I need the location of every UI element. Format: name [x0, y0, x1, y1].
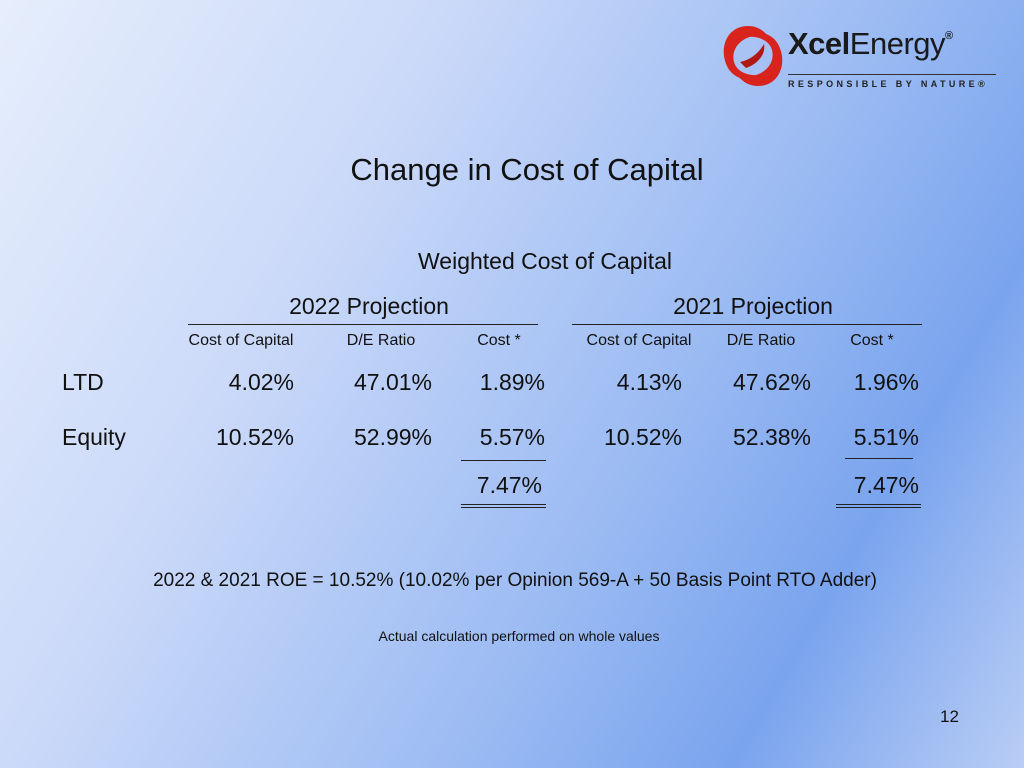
- table-cell: 52.99%: [353, 424, 432, 450]
- total-double-rule: [461, 504, 546, 508]
- table-cell: 4.13%: [616, 369, 682, 395]
- total-2021: 7.47%: [853, 472, 919, 498]
- table-cell: 5.51%: [853, 424, 919, 450]
- sum-rule: [461, 460, 546, 461]
- table-cell: 10.52%: [603, 424, 682, 450]
- row-label-ltd: LTD: [62, 369, 104, 395]
- table-cell: 47.62%: [732, 369, 811, 395]
- logo-divider: [788, 74, 996, 75]
- table-cell: 47.01%: [353, 369, 432, 395]
- roe-note: 2022 & 2021 ROE = 10.52% (10.02% per Opi…: [153, 570, 877, 591]
- table-cell: 1.89%: [479, 369, 545, 395]
- col-header-de-ratio: D/E Ratio: [726, 332, 796, 349]
- row-label-equity: Equity: [62, 424, 126, 450]
- col-header-de-ratio: D/E Ratio: [346, 332, 416, 349]
- projection-2022-label: 2022 Projection: [289, 293, 449, 319]
- table-cell: 10.52%: [215, 424, 294, 450]
- page-number: 12: [940, 707, 959, 726]
- table-cell: 52.38%: [732, 424, 811, 450]
- total-double-rule: [836, 504, 921, 508]
- projection-2021-rule: [572, 324, 922, 325]
- slide-title: Change in Cost of Capital: [350, 152, 704, 187]
- xcel-energy-logo: [723, 26, 783, 86]
- logo-wordmark: XcelEnergy®: [788, 26, 953, 62]
- col-header-cost: Cost *: [477, 332, 521, 349]
- projection-2021-label: 2021 Projection: [673, 293, 833, 319]
- sum-rule: [845, 458, 913, 459]
- logo-brand-bold: Xcel: [788, 26, 850, 61]
- logo-tagline: RESPONSIBLE BY NATURE®: [788, 79, 989, 89]
- logo-brand-light: Energy: [849, 26, 946, 61]
- col-header-cost: Cost *: [850, 332, 894, 349]
- col-header-cost-of-capital: Cost of Capital: [188, 332, 294, 349]
- swirl-icon: [723, 26, 783, 86]
- table-cell: 1.96%: [853, 369, 919, 395]
- table-cell: 5.57%: [479, 424, 545, 450]
- table-cell: 4.02%: [228, 369, 294, 395]
- table-subtitle: Weighted Cost of Capital: [418, 248, 672, 274]
- logo-registered: ®: [945, 30, 953, 42]
- total-2022: 7.47%: [476, 472, 542, 498]
- calculation-footnote: Actual calculation performed on whole va…: [378, 628, 660, 644]
- projection-2022-rule: [188, 324, 538, 325]
- col-header-cost-of-capital: Cost of Capital: [586, 332, 692, 349]
